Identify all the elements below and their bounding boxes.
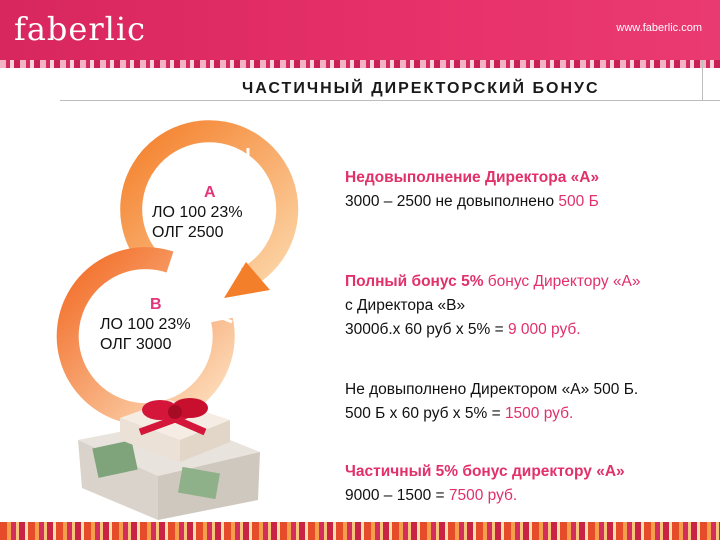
block3-value: 1500 руб. bbox=[504, 405, 574, 422]
ring-a bbox=[120, 120, 299, 288]
text-block-1: Недовыполнение Директора «А» 3000 – 2500… bbox=[345, 166, 599, 214]
footer-stripes bbox=[0, 522, 720, 540]
text-block-2: Полный бонус 5% бонус Директору «А» с Ди… bbox=[345, 270, 640, 342]
title-divider bbox=[60, 100, 720, 101]
block2-line1: с Директора «В» bbox=[345, 297, 466, 314]
block2-heading: Полный бонус 5% бонус Директору «А» bbox=[345, 273, 641, 290]
node-b-label: В ЛО 100 23% ОЛГ 3000 bbox=[100, 295, 191, 355]
site-url[interactable]: www.faberlic.com bbox=[616, 22, 702, 34]
block1-value: 500 Б bbox=[558, 193, 599, 210]
text-block-3: Не довыполнено Директором «А» 500 Б. 500… bbox=[345, 378, 638, 426]
node-a-olg: ОЛГ 2500 bbox=[152, 224, 224, 241]
node-a-letter: А bbox=[204, 184, 216, 201]
node-a-lo: ЛО 100 23% bbox=[152, 204, 243, 221]
ring-b bbox=[56, 247, 235, 426]
block3-line1: Не довыполнено Директором «А» 500 Б. bbox=[345, 381, 639, 398]
node-b-olg: ОЛГ 3000 bbox=[100, 336, 172, 353]
node-a-label: А ЛО 100 23% ОЛГ 2500 bbox=[152, 183, 243, 243]
header-stripes bbox=[0, 60, 720, 68]
faberlic-logo: faberlic bbox=[14, 10, 147, 48]
block1-line: 3000 – 2500 не довыполнено 500 Б bbox=[345, 193, 599, 210]
block3-line2: 500 Б х 60 руб х 5% = 1500 руб. bbox=[345, 405, 574, 422]
block2-value: 9 000 руб. bbox=[507, 321, 581, 338]
text-block-4: Частичный 5% бонус директору «А» 9000 – … bbox=[345, 460, 625, 508]
gift-box-icon bbox=[78, 398, 260, 520]
title-divider-vertical bbox=[702, 60, 703, 100]
arrow-a-to-b bbox=[224, 262, 270, 298]
block4-heading: Частичный 5% бонус директору «А» bbox=[345, 463, 625, 480]
page-title: ЧАСТИЧНЫЙ ДИРЕКТОРСКИЙ БОНУС bbox=[242, 80, 600, 97]
block4-line: 9000 – 1500 = 7500 руб. bbox=[345, 487, 518, 504]
node-b-letter: В bbox=[150, 296, 162, 313]
block4-value: 7500 руб. bbox=[448, 487, 518, 504]
header-bar: faberlic www.faberlic.com bbox=[0, 0, 720, 68]
block1-heading: Недовыполнение Директора «А» bbox=[345, 169, 600, 186]
node-b-lo: ЛО 100 23% bbox=[100, 316, 191, 333]
block2-line2: 3000б.х 60 руб х 5% = 9 000 руб. bbox=[345, 321, 581, 338]
